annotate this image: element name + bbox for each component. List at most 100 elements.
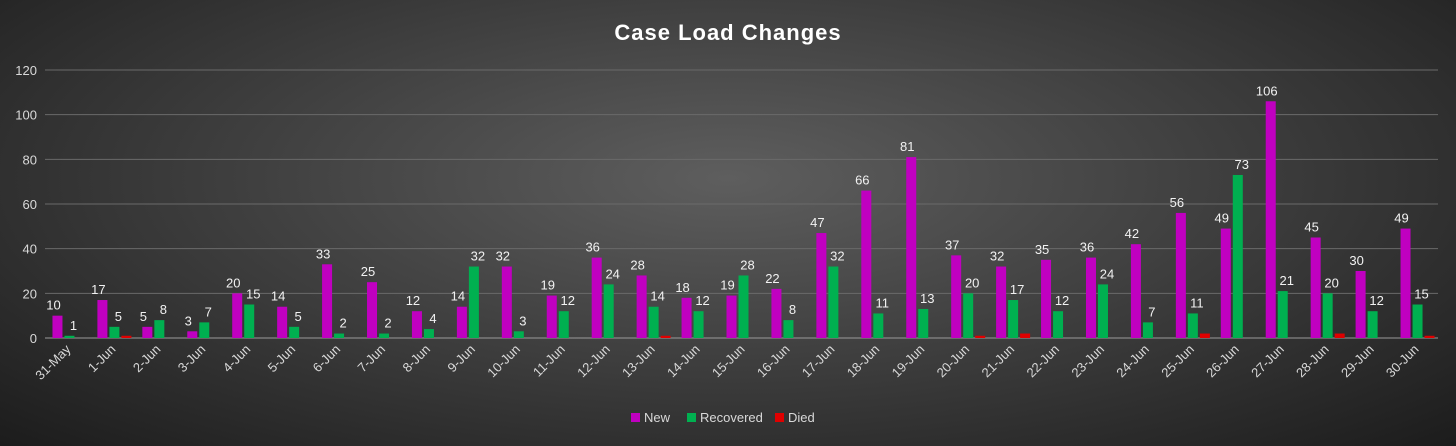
bar-new — [232, 293, 243, 338]
data-label-recovered: 11 — [876, 295, 890, 310]
bar-recovered — [1187, 313, 1198, 338]
bar-new — [1130, 244, 1141, 338]
data-label-new: 32 — [496, 249, 510, 264]
legend: New Recovered Died — [631, 410, 815, 425]
bar-recovered — [1097, 284, 1108, 338]
data-label-recovered: 15 — [246, 287, 260, 302]
bar-died — [121, 335, 132, 338]
bar-recovered — [64, 335, 75, 338]
bar-died — [1199, 333, 1210, 338]
bar-new — [97, 300, 108, 338]
x-tick-label: 12-Jun — [574, 342, 613, 381]
y-tick-label: 100 — [15, 108, 37, 123]
x-tick-label: 11-Jun — [530, 342, 568, 380]
bar-recovered — [334, 333, 345, 338]
bar-died — [660, 335, 671, 338]
bar-recovered — [693, 311, 704, 338]
data-label-recovered: 14 — [650, 289, 664, 304]
x-tick-label: 16-Jun — [754, 342, 793, 381]
bar-new — [861, 190, 872, 338]
data-label-new: 19 — [541, 278, 555, 293]
bar-recovered — [109, 326, 120, 338]
data-label-recovered: 15 — [1414, 287, 1428, 302]
data-label-recovered: 4 — [429, 311, 436, 326]
bar-recovered — [828, 266, 839, 338]
data-label-new: 66 — [855, 173, 869, 188]
x-tick-label: 31-May — [32, 341, 74, 383]
bar-recovered — [873, 313, 884, 338]
legend-swatch-recovered — [687, 413, 696, 422]
data-label-recovered: 8 — [160, 302, 167, 317]
data-label-new: 17 — [91, 282, 105, 297]
data-label-new: 18 — [675, 280, 689, 295]
x-tick-label: 1-Jun — [85, 342, 119, 376]
bar-recovered — [423, 329, 434, 338]
chart-title: Case Load Changes — [614, 20, 841, 45]
data-label-recovered: 20 — [965, 275, 979, 290]
x-tick-label: 22-Jun — [1023, 342, 1062, 381]
bar-recovered — [289, 326, 300, 338]
bar-recovered — [648, 306, 659, 338]
data-label-recovered: 2 — [339, 316, 346, 331]
x-tick-label: 9-Jun — [444, 342, 478, 376]
bar-new — [411, 311, 422, 338]
data-label-recovered: 7 — [1148, 304, 1155, 319]
legend-label-died: Died — [788, 410, 815, 425]
x-tick-label: 8-Jun — [399, 342, 433, 376]
y-tick-label: 20 — [23, 286, 37, 301]
bar-recovered — [1142, 322, 1153, 338]
bar-recovered — [1412, 304, 1423, 338]
bar-recovered — [918, 308, 929, 338]
data-label-recovered: 13 — [920, 291, 934, 306]
x-tick-label: 14-Jun — [664, 342, 703, 381]
data-label-new: 12 — [406, 293, 420, 308]
bar-new — [142, 326, 153, 338]
data-label-new: 14 — [451, 289, 465, 304]
bars — [52, 101, 1435, 339]
x-tick-label: 18-Jun — [844, 342, 883, 381]
data-label-recovered: 12 — [1055, 293, 1069, 308]
data-label-recovered: 20 — [1324, 275, 1338, 290]
legend-swatch-new — [631, 413, 640, 422]
bar-recovered — [199, 322, 210, 338]
x-tick-label: 24-Jun — [1113, 342, 1152, 381]
data-label-recovered: 8 — [789, 302, 796, 317]
bar-new — [1265, 101, 1276, 339]
data-label-new: 22 — [765, 271, 779, 286]
data-label-recovered: 24 — [605, 266, 619, 281]
bar-recovered — [1053, 311, 1064, 338]
bar-new — [681, 297, 692, 338]
bar-recovered — [468, 266, 479, 338]
bar-recovered — [1232, 174, 1243, 338]
bar-new — [1355, 271, 1366, 338]
data-label-new: 28 — [630, 257, 644, 272]
legend-swatch-died — [775, 413, 784, 422]
data-label-recovered: 12 — [561, 293, 575, 308]
bar-died — [1334, 333, 1345, 338]
data-label-recovered: 7 — [205, 304, 212, 319]
data-label-recovered: 28 — [740, 257, 754, 272]
x-tick-label: 10-Jun — [484, 342, 523, 381]
data-label-new: 81 — [900, 139, 914, 154]
data-label-recovered: 32 — [471, 249, 485, 264]
legend-label-new: New — [644, 410, 671, 425]
data-label-new: 10 — [46, 298, 60, 313]
data-label-new: 3 — [185, 313, 192, 328]
bar-died — [975, 335, 986, 338]
data-label-new: 35 — [1035, 242, 1049, 257]
bar-new — [1175, 212, 1186, 338]
data-label-new: 32 — [990, 249, 1004, 264]
y-tick-label: 80 — [23, 152, 37, 167]
data-label-recovered: 32 — [830, 249, 844, 264]
bar-new — [816, 233, 827, 338]
bar-died — [1424, 335, 1435, 338]
bar-new — [501, 266, 512, 338]
bar-recovered — [1008, 300, 1019, 338]
bar-new — [996, 266, 1007, 338]
y-tick-label: 120 — [15, 63, 37, 78]
x-tick-label: 29-Jun — [1338, 342, 1377, 381]
data-label-recovered: 11 — [1190, 295, 1204, 310]
bar-recovered — [1322, 293, 1333, 338]
